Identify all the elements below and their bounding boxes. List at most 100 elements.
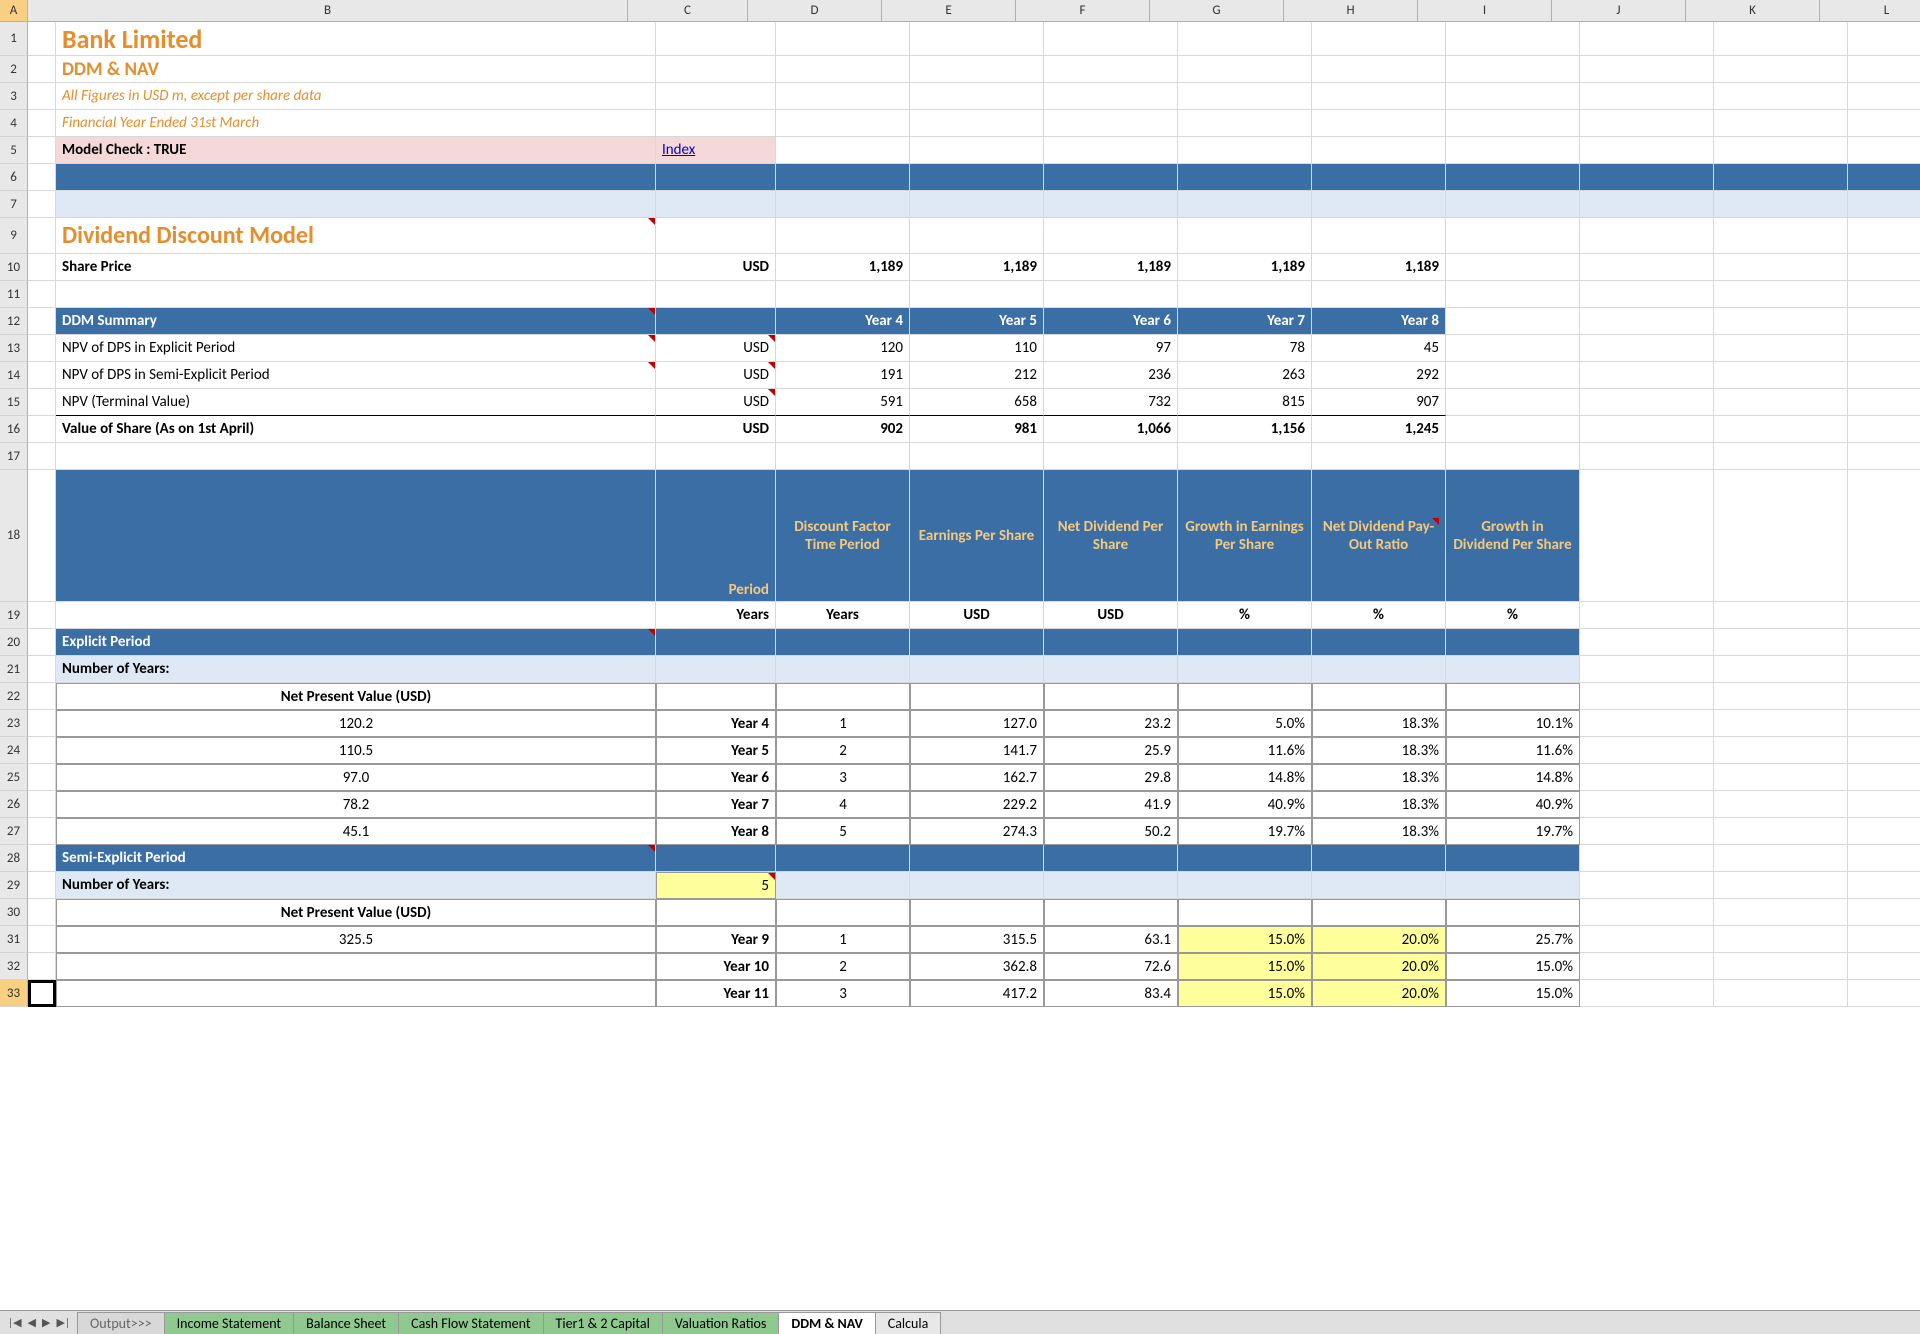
cell[interactable] xyxy=(1580,389,1714,416)
row-header-3[interactable]: 3 xyxy=(0,83,28,110)
cell[interactable] xyxy=(1848,218,1920,254)
cell[interactable]: 15.0% xyxy=(1178,926,1312,953)
cell[interactable] xyxy=(656,218,776,254)
cell[interactable] xyxy=(1312,281,1446,308)
cell[interactable] xyxy=(1848,845,1920,872)
cell[interactable] xyxy=(1446,683,1580,710)
cell[interactable]: 2 xyxy=(776,737,910,764)
cell[interactable] xyxy=(1446,110,1580,137)
cell[interactable] xyxy=(28,953,56,980)
cell[interactable] xyxy=(1848,22,1920,56)
cell[interactable]: 907 xyxy=(1312,389,1446,416)
cell[interactable] xyxy=(656,56,776,83)
cell[interactable]: 19.7% xyxy=(1446,818,1580,845)
cell[interactable] xyxy=(28,791,56,818)
cell[interactable]: 591 xyxy=(776,389,910,416)
cell[interactable] xyxy=(28,110,56,137)
cell[interactable] xyxy=(1848,683,1920,710)
cell[interactable] xyxy=(656,656,776,683)
cell[interactable] xyxy=(1848,872,1920,899)
cell[interactable]: Period xyxy=(656,470,776,602)
cell[interactable] xyxy=(1714,980,1848,1007)
cell[interactable]: 120 xyxy=(776,335,910,362)
row-header-10[interactable]: 10 xyxy=(0,254,28,281)
cell[interactable] xyxy=(1580,872,1714,899)
cell[interactable] xyxy=(28,22,56,56)
cell[interactable] xyxy=(28,83,56,110)
cell[interactable] xyxy=(1580,470,1714,602)
cell[interactable] xyxy=(1446,191,1580,218)
cell[interactable] xyxy=(1446,389,1580,416)
cell[interactable] xyxy=(656,443,776,470)
cell[interactable] xyxy=(1580,980,1714,1007)
cell[interactable] xyxy=(1580,56,1714,83)
cell[interactable] xyxy=(1044,56,1178,83)
cell[interactable]: Index xyxy=(656,137,776,164)
cell[interactable] xyxy=(1178,899,1312,926)
cell[interactable] xyxy=(1714,164,1848,191)
cell[interactable]: Year 11 xyxy=(656,980,776,1007)
row-header-31[interactable]: 31 xyxy=(0,926,28,953)
model-check[interactable]: Model Check : TRUE xyxy=(56,137,656,164)
cell[interactable]: 110 xyxy=(910,335,1044,362)
cell[interactable] xyxy=(28,683,56,710)
cell[interactable]: 14.8% xyxy=(1178,764,1312,791)
cell[interactable]: 10.1% xyxy=(1446,710,1580,737)
cell[interactable] xyxy=(1446,56,1580,83)
cell[interactable]: 1 xyxy=(776,710,910,737)
cell[interactable] xyxy=(1848,470,1920,602)
cell[interactable]: NPV (Terminal Value) xyxy=(56,389,656,416)
cell[interactable]: 815 xyxy=(1178,389,1312,416)
cell[interactable]: 40.9% xyxy=(1446,791,1580,818)
cell[interactable] xyxy=(1580,164,1714,191)
row-header-33[interactable]: 33 xyxy=(0,980,28,1007)
cell[interactable]: Net Dividend Pay-Out Ratio xyxy=(1312,470,1446,602)
cell[interactable] xyxy=(1178,872,1312,899)
cell[interactable]: USD xyxy=(656,335,776,362)
cell[interactable]: 162.7 xyxy=(910,764,1044,791)
cell[interactable] xyxy=(1714,254,1848,281)
cell[interactable]: 1,189 xyxy=(1312,254,1446,281)
cell[interactable] xyxy=(1312,443,1446,470)
cell[interactable] xyxy=(1848,764,1920,791)
cell[interactable] xyxy=(1044,281,1178,308)
cell[interactable] xyxy=(1580,443,1714,470)
cell[interactable]: 25.7% xyxy=(1446,926,1580,953)
cell[interactable]: 72.6 xyxy=(1044,953,1178,980)
cell[interactable]: 97 xyxy=(1044,335,1178,362)
cell[interactable]: Growth in Earnings Per Share xyxy=(1178,470,1312,602)
cell[interactable] xyxy=(28,191,56,218)
cell[interactable]: Year 4 xyxy=(776,308,910,335)
cell[interactable] xyxy=(776,656,910,683)
col-header-G[interactable]: G xyxy=(1150,0,1284,21)
cell[interactable] xyxy=(1848,656,1920,683)
cell[interactable] xyxy=(1714,710,1848,737)
sheet-tab[interactable]: Balance Sheet xyxy=(293,1312,399,1334)
cell[interactable] xyxy=(1714,656,1848,683)
row-header-27[interactable]: 27 xyxy=(0,818,28,845)
cell[interactable] xyxy=(1580,254,1714,281)
sheet-tab[interactable]: Cash Flow Statement xyxy=(398,1312,543,1334)
cell[interactable] xyxy=(28,818,56,845)
cell[interactable] xyxy=(28,281,56,308)
cell[interactable] xyxy=(28,764,56,791)
cell[interactable]: 1,156 xyxy=(1178,416,1312,443)
cell[interactable]: 18.3% xyxy=(1312,764,1446,791)
row-header-26[interactable]: 26 xyxy=(0,791,28,818)
cell[interactable]: 292 xyxy=(1312,362,1446,389)
cell[interactable] xyxy=(1714,845,1848,872)
cell[interactable] xyxy=(910,845,1044,872)
cell[interactable] xyxy=(1446,218,1580,254)
cell[interactable]: 40.9% xyxy=(1178,791,1312,818)
cell[interactable] xyxy=(776,191,910,218)
cell[interactable] xyxy=(56,191,656,218)
cell[interactable]: Net Dividend Per Share xyxy=(1044,470,1178,602)
cell[interactable] xyxy=(776,137,910,164)
col-header-K[interactable]: K xyxy=(1686,0,1820,21)
cell[interactable] xyxy=(776,110,910,137)
cell-b1[interactable]: Bank Limited xyxy=(56,22,656,56)
cell[interactable] xyxy=(910,137,1044,164)
cell[interactable]: Year 5 xyxy=(656,737,776,764)
cell[interactable] xyxy=(1580,602,1714,629)
cell[interactable] xyxy=(1714,629,1848,656)
